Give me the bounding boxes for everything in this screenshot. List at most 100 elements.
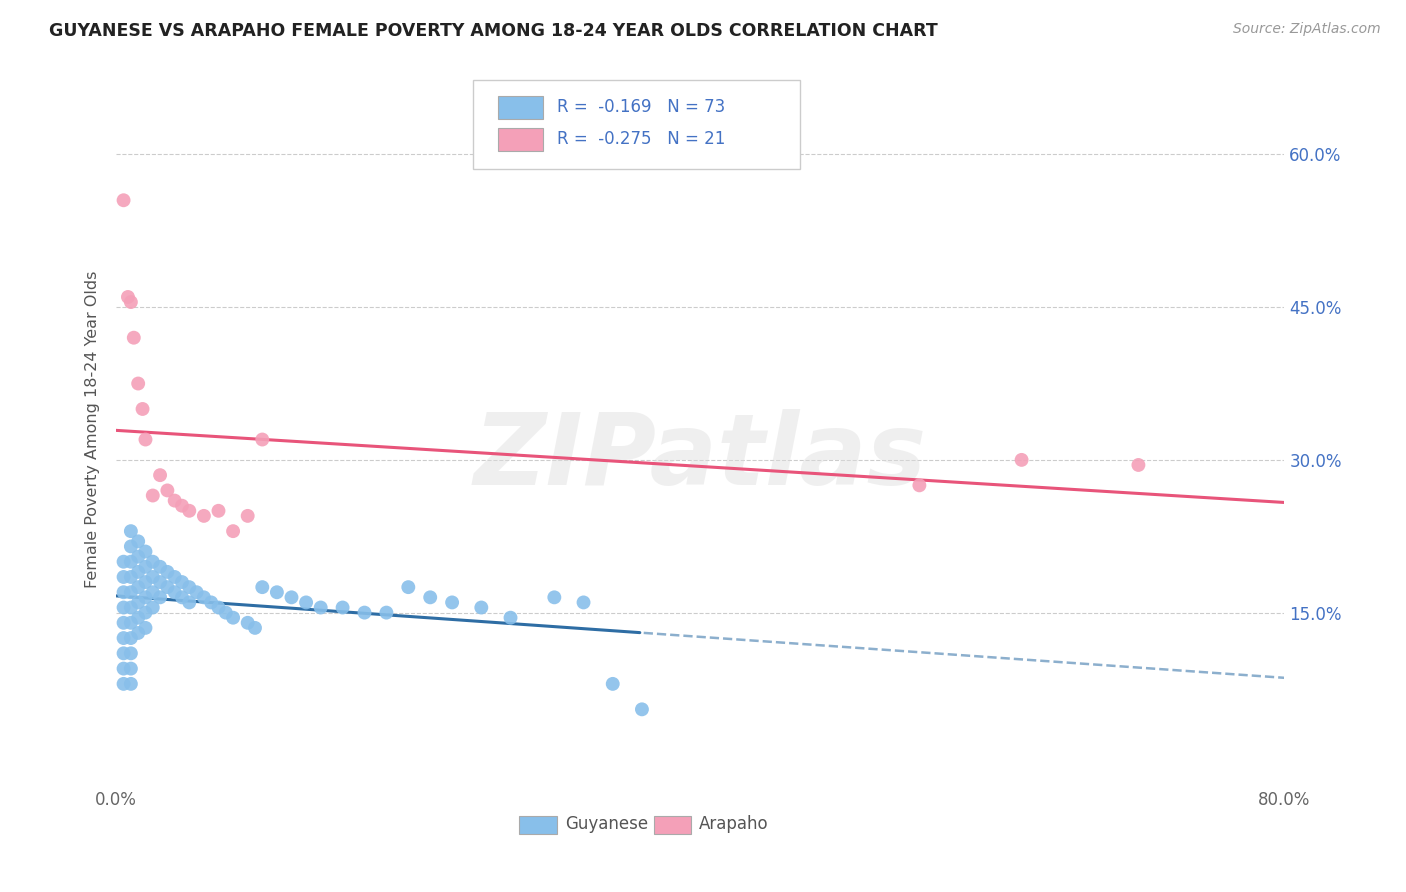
Point xyxy=(149,559,172,574)
Point xyxy=(120,555,142,569)
Point xyxy=(266,585,288,599)
Point xyxy=(134,606,156,620)
Point xyxy=(156,565,179,579)
FancyBboxPatch shape xyxy=(654,815,690,834)
Point xyxy=(193,591,215,605)
Point xyxy=(252,580,274,594)
Point xyxy=(572,595,595,609)
Point xyxy=(142,585,165,599)
Point xyxy=(127,376,149,391)
Point xyxy=(170,591,193,605)
Point xyxy=(353,606,375,620)
Point xyxy=(602,677,624,691)
FancyBboxPatch shape xyxy=(498,128,543,152)
Point xyxy=(112,646,135,660)
Point xyxy=(112,677,135,691)
Point xyxy=(222,524,245,538)
Point xyxy=(215,606,238,620)
Text: R =  -0.169   N = 73: R = -0.169 N = 73 xyxy=(557,98,725,116)
Point xyxy=(186,585,208,599)
Point xyxy=(243,621,266,635)
Point xyxy=(127,626,149,640)
Point xyxy=(112,555,135,569)
Point xyxy=(142,600,165,615)
Point xyxy=(149,591,172,605)
Point xyxy=(120,662,142,676)
Point xyxy=(120,677,142,691)
Point xyxy=(149,468,172,483)
Point xyxy=(543,591,565,605)
Point xyxy=(127,534,149,549)
Point xyxy=(120,646,142,660)
Point xyxy=(120,570,142,584)
Point xyxy=(127,580,149,594)
Point xyxy=(142,570,165,584)
Point xyxy=(149,575,172,590)
Point xyxy=(120,615,142,630)
Point xyxy=(134,591,156,605)
Point xyxy=(1011,453,1033,467)
Point xyxy=(295,595,318,609)
FancyBboxPatch shape xyxy=(498,95,543,120)
Point xyxy=(122,331,145,345)
Point xyxy=(396,580,419,594)
Point xyxy=(163,493,186,508)
Point xyxy=(112,615,135,630)
Text: Guyanese: Guyanese xyxy=(565,815,648,833)
Point xyxy=(419,591,441,605)
Text: Source: ZipAtlas.com: Source: ZipAtlas.com xyxy=(1233,22,1381,37)
Point xyxy=(236,508,259,523)
Point xyxy=(142,555,165,569)
Point xyxy=(120,295,142,310)
Point xyxy=(127,595,149,609)
Point xyxy=(134,544,156,558)
Point xyxy=(1128,458,1150,472)
Point xyxy=(631,702,654,716)
Point xyxy=(127,549,149,564)
Point xyxy=(252,433,274,447)
Point xyxy=(142,489,165,503)
Point xyxy=(120,524,142,538)
Point xyxy=(170,499,193,513)
FancyBboxPatch shape xyxy=(472,80,800,169)
Point xyxy=(170,575,193,590)
Point xyxy=(134,433,156,447)
Point xyxy=(193,508,215,523)
Point xyxy=(112,662,135,676)
Point xyxy=(127,565,149,579)
Point xyxy=(470,600,492,615)
Point xyxy=(207,600,229,615)
Text: R =  -0.275   N = 21: R = -0.275 N = 21 xyxy=(557,130,725,148)
Point xyxy=(112,193,135,207)
Point xyxy=(117,290,139,304)
Point xyxy=(280,591,302,605)
Point xyxy=(207,504,229,518)
Point xyxy=(131,401,153,416)
Point xyxy=(309,600,332,615)
Point xyxy=(120,631,142,645)
Point xyxy=(134,559,156,574)
Point xyxy=(179,504,201,518)
Point xyxy=(112,570,135,584)
Point xyxy=(120,600,142,615)
Point xyxy=(120,540,142,554)
Point xyxy=(134,575,156,590)
Point xyxy=(120,585,142,599)
Point xyxy=(375,606,398,620)
Point xyxy=(499,610,522,624)
Point xyxy=(236,615,259,630)
Point xyxy=(332,600,354,615)
Point xyxy=(112,585,135,599)
Text: GUYANESE VS ARAPAHO FEMALE POVERTY AMONG 18-24 YEAR OLDS CORRELATION CHART: GUYANESE VS ARAPAHO FEMALE POVERTY AMONG… xyxy=(49,22,938,40)
Point xyxy=(222,610,245,624)
Point xyxy=(163,585,186,599)
Point xyxy=(156,580,179,594)
Point xyxy=(156,483,179,498)
Point xyxy=(134,621,156,635)
Point xyxy=(163,570,186,584)
FancyBboxPatch shape xyxy=(519,815,557,834)
Point xyxy=(908,478,931,492)
Point xyxy=(127,610,149,624)
Point xyxy=(441,595,464,609)
Text: ZIPatlas: ZIPatlas xyxy=(474,409,927,507)
